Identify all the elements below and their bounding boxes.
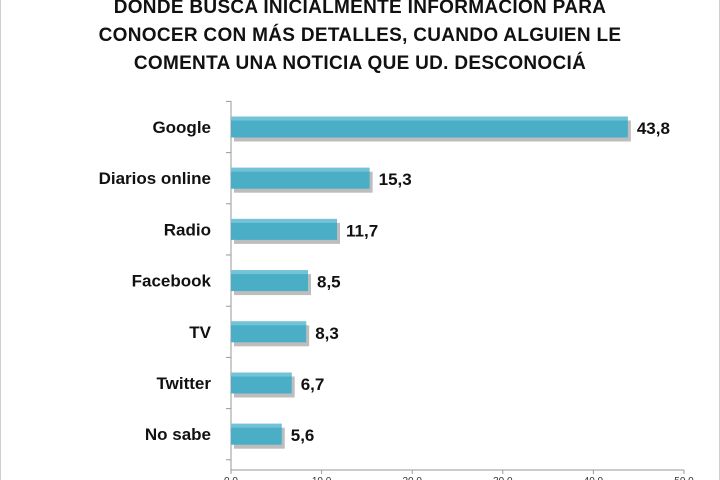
data-label: 5,6 (291, 426, 315, 445)
bar-highlight (231, 372, 292, 377)
bar-highlight (231, 116, 628, 121)
category-label: Google (152, 118, 211, 137)
category-label: TV (189, 323, 211, 342)
bar (231, 321, 307, 343)
data-label: 8,3 (315, 324, 339, 343)
category-label: Twitter (157, 374, 212, 393)
chart-title-line-3: COMENTA UNA NOTICIA QUE UD. DESCONOCIÁ (133, 53, 587, 74)
category-label: Radio (164, 220, 211, 239)
bar-highlight (231, 218, 338, 223)
bar (231, 270, 309, 292)
bar-highlight (231, 321, 307, 326)
x-tick-label: 10,0 (312, 476, 332, 480)
bar (231, 423, 282, 445)
chart-title-line-1: DONDE BUSCA INICIALMENTE INFORMACIÓN PAR… (113, 0, 607, 18)
bar-highlight (231, 167, 370, 172)
category-label: Diarios online (99, 169, 211, 188)
data-label: 11,7 (346, 221, 378, 240)
bar (231, 116, 628, 138)
chart-title-line-2: CONOCER CON MÁS DETALLES, CUANDO ALGUIEN… (98, 25, 622, 46)
x-tick-label: 0,0 (224, 476, 238, 480)
category-label: Facebook (132, 272, 212, 291)
bar (231, 218, 338, 240)
bar-highlight (231, 270, 309, 275)
data-label: 8,5 (317, 273, 341, 292)
x-tick-label: 30,0 (493, 476, 513, 480)
x-tick-label: 50,0 (674, 476, 694, 480)
bar-highlight (231, 423, 282, 428)
x-tick-label: 40,0 (584, 476, 604, 480)
data-label: 6,7 (301, 375, 325, 394)
data-label: 43,8 (637, 119, 670, 138)
x-tick-label: 20,0 (402, 476, 422, 480)
data-label: 15,3 (379, 170, 412, 189)
category-label: No sabe (145, 425, 211, 444)
chart-title: DONDE BUSCA INICIALMENTE INFORMACIÓN PAR… (0, 0, 720, 78)
bar (231, 372, 292, 394)
bar (231, 167, 370, 189)
